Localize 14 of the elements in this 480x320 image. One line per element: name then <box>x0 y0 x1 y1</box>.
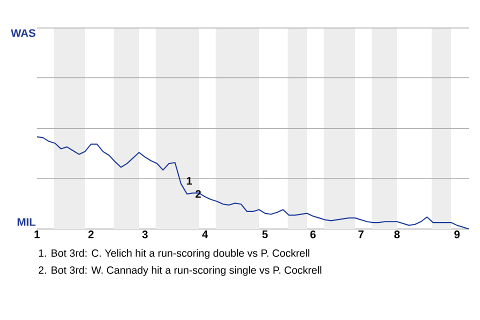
x-tick-label: 6 <box>310 230 316 238</box>
text: WAS <box>10 29 36 37</box>
x-tick-label: 4 <box>202 230 208 238</box>
x-tick-label: 9 <box>454 230 460 238</box>
x-tick-label: 1 <box>34 230 40 238</box>
x-tick-label: 8 <box>394 230 400 238</box>
x-tick-label: 7 <box>358 230 364 238</box>
x-tick-label: 2 <box>88 230 94 238</box>
text: 2. Bot 3rd: W. Cannady hit a run-scoring single vs P. Cockrell <box>38 266 322 276</box>
text: 1. Bot 3rd: C. Yelich hit a run-scoring double vs P. Cockrell <box>39 249 310 259</box>
x-tick-label: 3 <box>142 230 148 238</box>
x-tick-label: 5 <box>262 230 268 238</box>
annotation: 1 <box>186 177 192 185</box>
text: MIL <box>18 218 36 226</box>
